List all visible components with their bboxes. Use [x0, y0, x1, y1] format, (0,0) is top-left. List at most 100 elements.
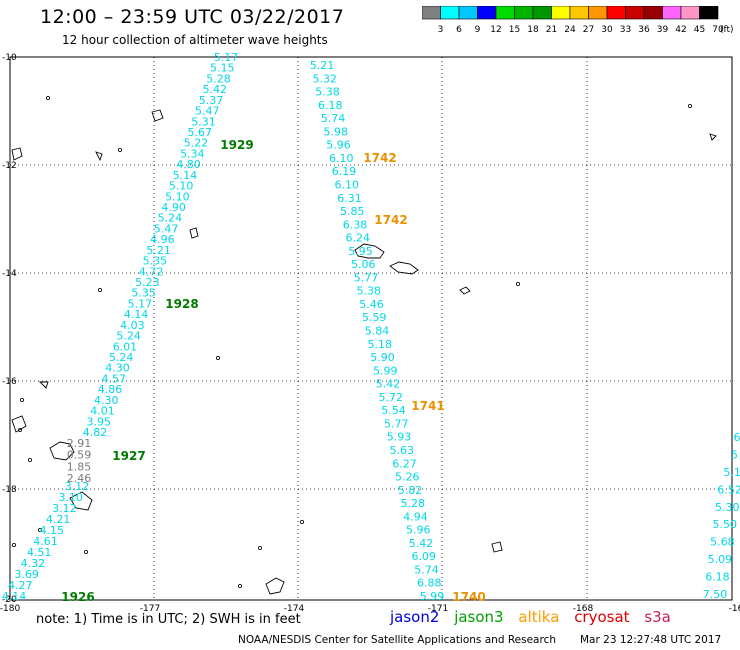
wave-height-label: 3.10: [58, 491, 83, 504]
lat-tick-label: -10: [2, 53, 17, 63]
wave-height-label: 5.10: [165, 190, 190, 203]
wave-height-label: 4.32: [21, 557, 46, 570]
island-outline: [11, 415, 27, 433]
wave-height-label: 6.31: [337, 192, 362, 205]
island-outline: [389, 261, 419, 275]
lat-tick-label: -20: [2, 595, 17, 605]
cycle-number-label: 1740: [452, 590, 485, 604]
wave-height-label: 6.10: [335, 178, 360, 191]
wave-height-label: 5.59: [362, 311, 387, 324]
wave-height-label: 4.82: [83, 426, 108, 439]
color-tick-label: 12: [490, 25, 501, 35]
wave-height-label: 4.51: [27, 546, 52, 559]
wave-height-label: 5.42: [409, 537, 434, 550]
island-outline: [189, 227, 199, 239]
wave-height-label: 5.77: [354, 271, 379, 284]
wave-height-label: 5.34: [180, 147, 205, 160]
wave-height-label: 5.54: [381, 404, 406, 417]
color-tick-label: 9: [475, 25, 481, 35]
wave-height-label: 5.77: [384, 417, 409, 430]
footnote: note: 1) Time is in UTC; 2) SWH is in fe…: [36, 612, 301, 627]
satellite-s3a: s3a: [644, 608, 671, 626]
color-tick-label: 30: [601, 25, 613, 35]
islet: [688, 104, 693, 109]
wave-height-label: 6.01: [113, 340, 138, 353]
wave-height-label: 4.90: [161, 201, 186, 214]
wave-height-label: 6.19: [332, 165, 357, 178]
wave-height-label: 7.50: [703, 588, 728, 601]
satellite-jason3: jason3: [454, 608, 504, 626]
wave-height-label: 4.80: [176, 158, 201, 171]
timestamp: Mar 23 12:27:48 UTC 2017: [580, 634, 722, 646]
wave-height-label: 5.50: [713, 518, 738, 531]
wave-height-label: 5.72: [379, 391, 404, 404]
cycle-number-label: 1741: [411, 399, 444, 413]
wave-height-label: 6.18: [705, 571, 730, 584]
wave-height-label: 4.86: [98, 383, 123, 396]
wave-height-label: 2.46: [67, 472, 92, 485]
islet: [17, 427, 22, 432]
wave-height-label: 5.1: [723, 466, 740, 479]
wave-height-label: 4.15: [40, 524, 65, 537]
islet: [84, 550, 89, 555]
wave-height-label: 5.99: [420, 590, 445, 603]
wave-height-label: 4.21: [46, 513, 71, 526]
cycle-number-label: 1928: [165, 297, 198, 311]
wave-height-label: 6.09: [412, 550, 437, 563]
lat-tick-label: -16: [2, 377, 17, 387]
wave-height-label: 5.18: [368, 338, 393, 351]
satellite-altika: altika: [518, 608, 560, 626]
wave-height-label: 6.38: [343, 218, 368, 231]
wave-height-label: 0.59: [67, 449, 92, 462]
wave-height-label: 5.23: [135, 276, 160, 289]
lat-tick-label: -12: [2, 161, 17, 171]
wave-height-label: 5.28: [206, 72, 231, 85]
wave-height-label: 5.90: [370, 351, 395, 364]
islet: [27, 457, 32, 462]
wave-height-label: 5.21: [146, 244, 171, 257]
wave-height-label: 5.47: [195, 105, 220, 118]
lon-tick-label: -168: [573, 604, 594, 614]
wave-height-label: 5.98: [324, 125, 349, 138]
wave-height-label: 4.30: [94, 394, 119, 407]
island-outline: [354, 243, 385, 259]
wave-height-label: 5.95: [348, 245, 373, 258]
wave-height-label: 4.14: [124, 308, 149, 321]
color-scale-legend: 3 6 9 12 15 18 21 24 27 30 33 36 39 42 45 70(ft): [422, 6, 734, 35]
credit-line: NOAA/NESDIS Center for Satellite Applica…: [238, 634, 721, 646]
wave-height-label: 6.88: [417, 577, 442, 590]
color-tick-label: 36: [638, 25, 650, 35]
wave-height-label: 5.68: [710, 536, 735, 549]
cycle-number-label: 1742: [374, 213, 407, 227]
islet: [98, 287, 103, 292]
wave-height-label: 5.84: [365, 325, 390, 338]
islet: [38, 528, 43, 533]
wave-height-label: 5.82: [398, 484, 423, 497]
color-tick-label: 18: [527, 25, 539, 35]
lat-tick-label: -18: [2, 485, 17, 495]
wave-height-label: 5.99: [373, 364, 398, 377]
wave-height-label: 5.47: [154, 222, 179, 235]
satellite-jason2: jason2: [390, 608, 440, 626]
wave-height-label: 3.12: [65, 480, 90, 493]
island-outline: [709, 133, 717, 141]
islet: [237, 584, 242, 589]
color-tick-label: 24: [564, 25, 576, 35]
color-tick-label: 15: [509, 25, 520, 35]
wave-height-label: 5.96: [326, 139, 351, 152]
map-subtitle: 12 hour collection of altimeter wave hei…: [62, 33, 328, 47]
map-frame: [9, 56, 733, 601]
wave-height-label: 2.91: [67, 437, 92, 450]
cycle-number-label: 1929: [220, 138, 253, 152]
wave-height-label: 5.22: [184, 137, 209, 150]
wave-height-label: 4.72: [139, 265, 164, 278]
wave-height-label: 4.61: [33, 535, 58, 548]
wave-height-label: 4.14: [2, 590, 27, 603]
wave-height-label: 5.31: [191, 115, 216, 128]
color-tick-label: 27: [583, 25, 594, 35]
cycle-number-label: 1926: [61, 590, 94, 604]
credit-text: NOAA/NESDIS Center for Satellite Applica…: [238, 634, 556, 646]
wave-height-label: 5.24: [109, 351, 134, 364]
wave-height-label: 3.69: [14, 568, 39, 581]
lon-tick-label: -180: [0, 604, 20, 614]
